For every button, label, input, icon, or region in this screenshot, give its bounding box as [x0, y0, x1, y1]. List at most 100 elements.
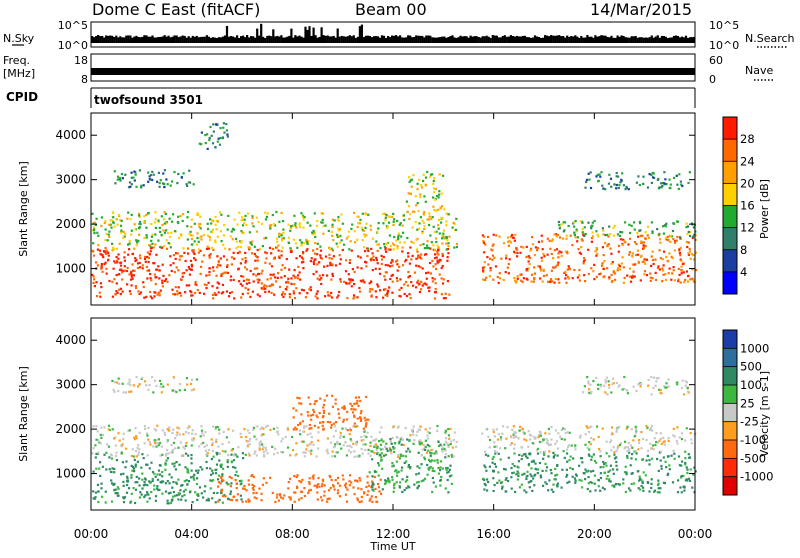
data-cell — [396, 219, 399, 223]
data-cell — [446, 471, 449, 474]
data-cell — [391, 478, 394, 481]
data-cell — [694, 234, 697, 237]
data-cell — [432, 265, 435, 268]
data-cell — [589, 383, 592, 386]
data-cell — [236, 493, 239, 496]
data-cell — [210, 222, 213, 225]
data-cell — [637, 235, 640, 238]
data-cell — [493, 445, 496, 448]
data-cell — [365, 423, 368, 426]
data-cell — [143, 257, 147, 261]
data-cell — [442, 232, 445, 235]
data-cell — [127, 186, 131, 189]
data-cell — [141, 376, 144, 380]
data-cell — [537, 468, 540, 471]
data-cell — [605, 452, 608, 455]
data-cell — [448, 468, 451, 471]
data-cell — [276, 493, 279, 496]
data-cell — [689, 234, 692, 238]
data-cell — [244, 261, 247, 264]
data-cell — [179, 215, 182, 218]
noise-bar — [175, 35, 178, 43]
data-cell — [285, 281, 288, 284]
data-cell — [533, 272, 536, 275]
data-cell — [593, 219, 596, 223]
data-cell — [408, 180, 411, 183]
data-cell — [608, 455, 611, 458]
data-cell — [304, 296, 307, 299]
data-cell — [406, 284, 409, 287]
data-cell — [592, 469, 595, 473]
data-cell — [587, 272, 590, 276]
data-cell — [347, 273, 350, 276]
data-cell — [433, 278, 436, 281]
data-cell — [615, 460, 618, 464]
data-cell — [335, 233, 339, 236]
data-cell — [194, 491, 197, 494]
noise-bar — [580, 36, 583, 43]
data-cell — [586, 487, 589, 491]
data-cell — [578, 279, 581, 282]
data-cell — [553, 478, 556, 481]
data-cell — [93, 497, 96, 500]
data-cell — [590, 390, 593, 393]
noise-bar — [419, 35, 422, 43]
data-cell — [119, 264, 123, 267]
data-cell — [226, 133, 229, 136]
data-cell — [647, 449, 650, 452]
data-cell — [533, 277, 536, 281]
data-cell — [623, 375, 626, 379]
data-cell — [387, 221, 391, 224]
data-cell — [309, 443, 312, 446]
data-cell — [217, 259, 220, 263]
noise-bar — [157, 37, 160, 43]
data-cell — [643, 273, 646, 276]
data-cell — [281, 237, 284, 240]
data-cell — [153, 472, 156, 475]
data-cell — [258, 448, 261, 451]
data-cell — [128, 181, 132, 184]
data-cell — [623, 447, 626, 450]
data-cell — [135, 244, 138, 247]
data-cell — [241, 218, 244, 221]
data-cell — [510, 436, 513, 439]
data-cell — [225, 123, 228, 126]
data-cell — [269, 284, 272, 287]
noise-bar — [566, 35, 569, 43]
data-cell — [216, 123, 219, 126]
noise-bar — [517, 36, 520, 43]
data-cell — [368, 290, 371, 293]
station-title: Dome C East (fitACF) — [92, 0, 260, 19]
data-cell — [691, 486, 694, 489]
data-cell — [270, 252, 273, 255]
data-cell — [521, 473, 524, 476]
data-cell — [227, 441, 231, 444]
data-cell — [376, 262, 379, 265]
data-cell — [660, 186, 663, 189]
data-cell — [255, 438, 258, 441]
data-cell — [208, 273, 211, 277]
data-cell — [514, 233, 517, 236]
data-cell — [429, 247, 432, 250]
data-cell — [598, 448, 601, 451]
data-cell — [353, 422, 356, 425]
data-cell — [361, 452, 364, 455]
noise-bar — [384, 37, 388, 43]
data-cell — [527, 463, 531, 466]
data-cell — [175, 390, 178, 394]
data-cell — [303, 494, 306, 498]
data-cell — [532, 459, 535, 462]
data-cell — [658, 268, 661, 271]
noise-bar — [250, 36, 253, 43]
data-cell — [419, 439, 422, 442]
data-cell — [172, 428, 175, 431]
data-cell — [330, 230, 333, 233]
data-cell — [262, 286, 265, 289]
data-cell — [272, 273, 275, 276]
data-cell — [574, 481, 577, 484]
data-cell — [397, 442, 400, 445]
data-cell — [163, 211, 166, 214]
data-cell — [132, 274, 135, 277]
data-cell — [143, 442, 146, 445]
data-cell — [147, 180, 150, 183]
